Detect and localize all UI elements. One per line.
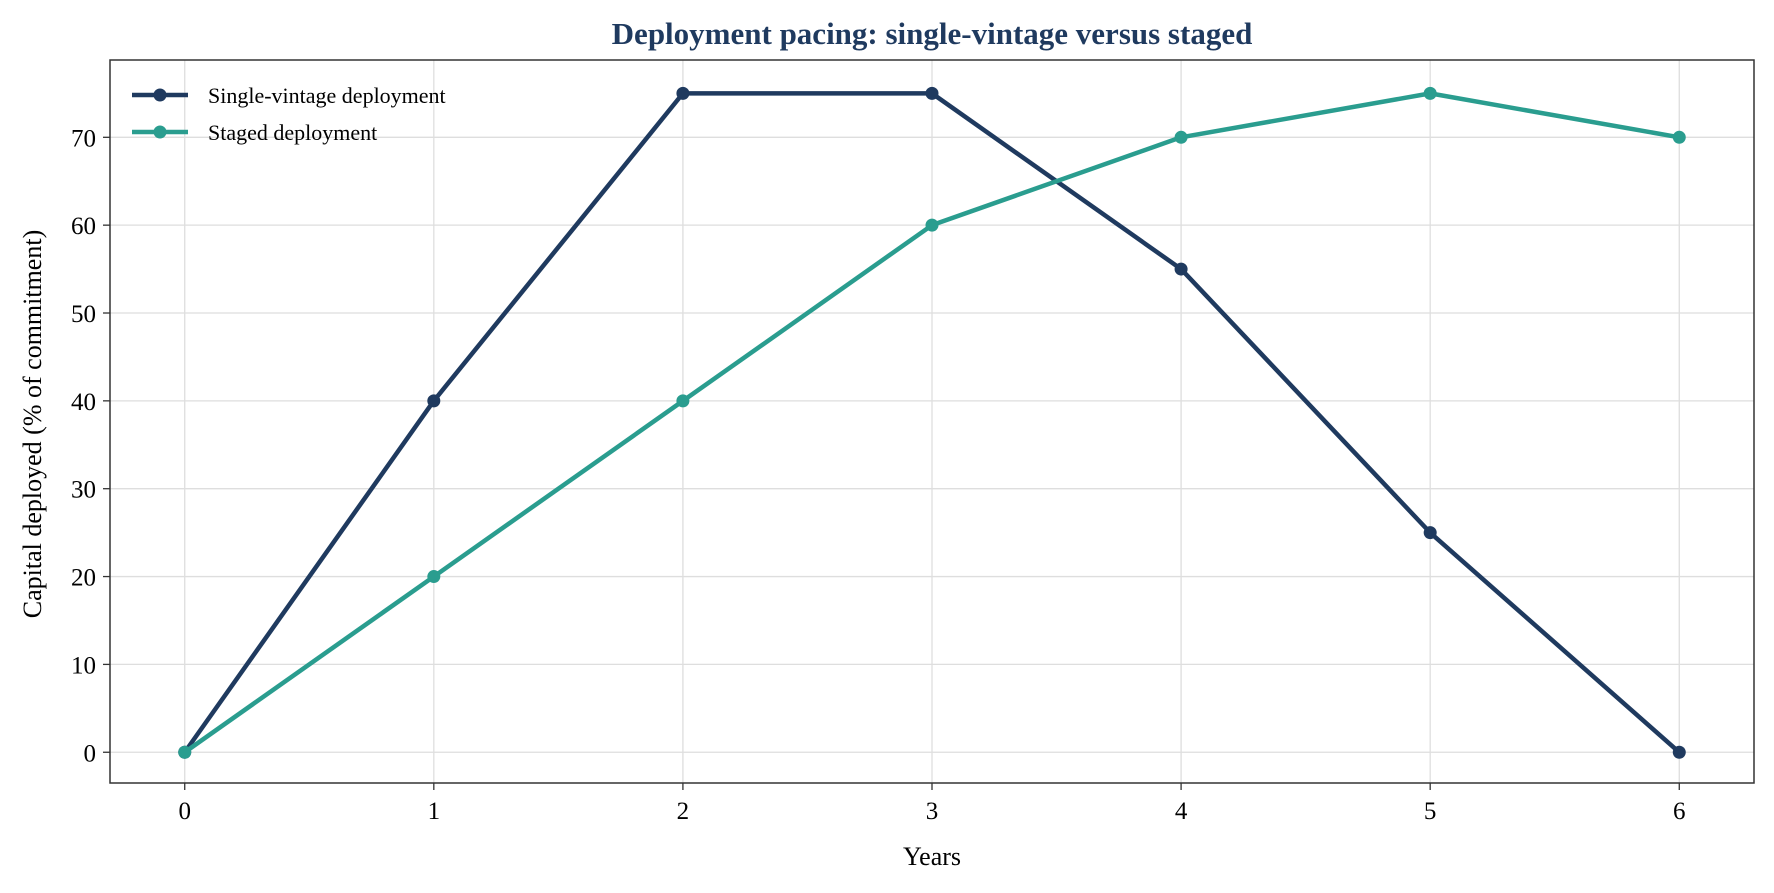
data-point[interactable]: [925, 86, 939, 100]
y-axis-label: Capital deployed (% of commitment): [18, 230, 47, 618]
y-tick-label: 50: [71, 301, 96, 328]
x-tick-label: 0: [178, 798, 191, 825]
legend-marker: [153, 125, 167, 139]
legend-item[interactable]: Single-vintage deployment: [132, 83, 446, 108]
data-point[interactable]: [427, 394, 441, 408]
x-tick-label: 5: [1424, 798, 1437, 825]
x-tick-label: 4: [1175, 798, 1188, 825]
y-tick-label: 60: [71, 213, 96, 240]
legend-marker: [153, 88, 167, 102]
legend-label: Staged deployment: [208, 120, 377, 145]
data-point[interactable]: [925, 218, 939, 232]
data-point[interactable]: [676, 86, 690, 100]
legend-item[interactable]: Staged deployment: [132, 120, 377, 145]
y-axis-ticks: 0 10 20 30 40 50 60 70: [71, 125, 110, 767]
x-axis-label: Years: [903, 842, 961, 871]
y-tick-label: 30: [71, 477, 96, 504]
series-2: [178, 86, 1686, 759]
data-point[interactable]: [1423, 526, 1437, 540]
grid: [110, 60, 1754, 783]
x-tick-label: 3: [926, 798, 939, 825]
x-tick-label: 2: [677, 798, 690, 825]
y-tick-label: 70: [71, 125, 96, 152]
x-tick-label: 1: [428, 798, 441, 825]
data-point[interactable]: [676, 394, 690, 408]
x-axis-ticks: 0 1 2 3 4 5 6: [178, 783, 1686, 825]
data-point[interactable]: [178, 745, 192, 759]
y-tick-label: 0: [84, 740, 97, 767]
y-tick-label: 10: [71, 652, 96, 679]
series-lines: [178, 86, 1686, 759]
y-tick-label: 20: [71, 565, 96, 592]
data-point[interactable]: [1174, 130, 1188, 144]
chart-title: Deployment pacing: single-vintage versus…: [612, 16, 1253, 51]
data-point[interactable]: [1672, 130, 1686, 144]
legend[interactable]: Single-vintage deployment Staged deployme…: [132, 83, 446, 145]
data-point[interactable]: [1423, 86, 1437, 100]
x-tick-label: 6: [1673, 798, 1686, 825]
data-point[interactable]: [1174, 262, 1188, 276]
data-point[interactable]: [1672, 745, 1686, 759]
legend-label: Single-vintage deployment: [208, 83, 446, 108]
data-point[interactable]: [427, 570, 441, 584]
y-tick-label: 40: [71, 389, 96, 416]
